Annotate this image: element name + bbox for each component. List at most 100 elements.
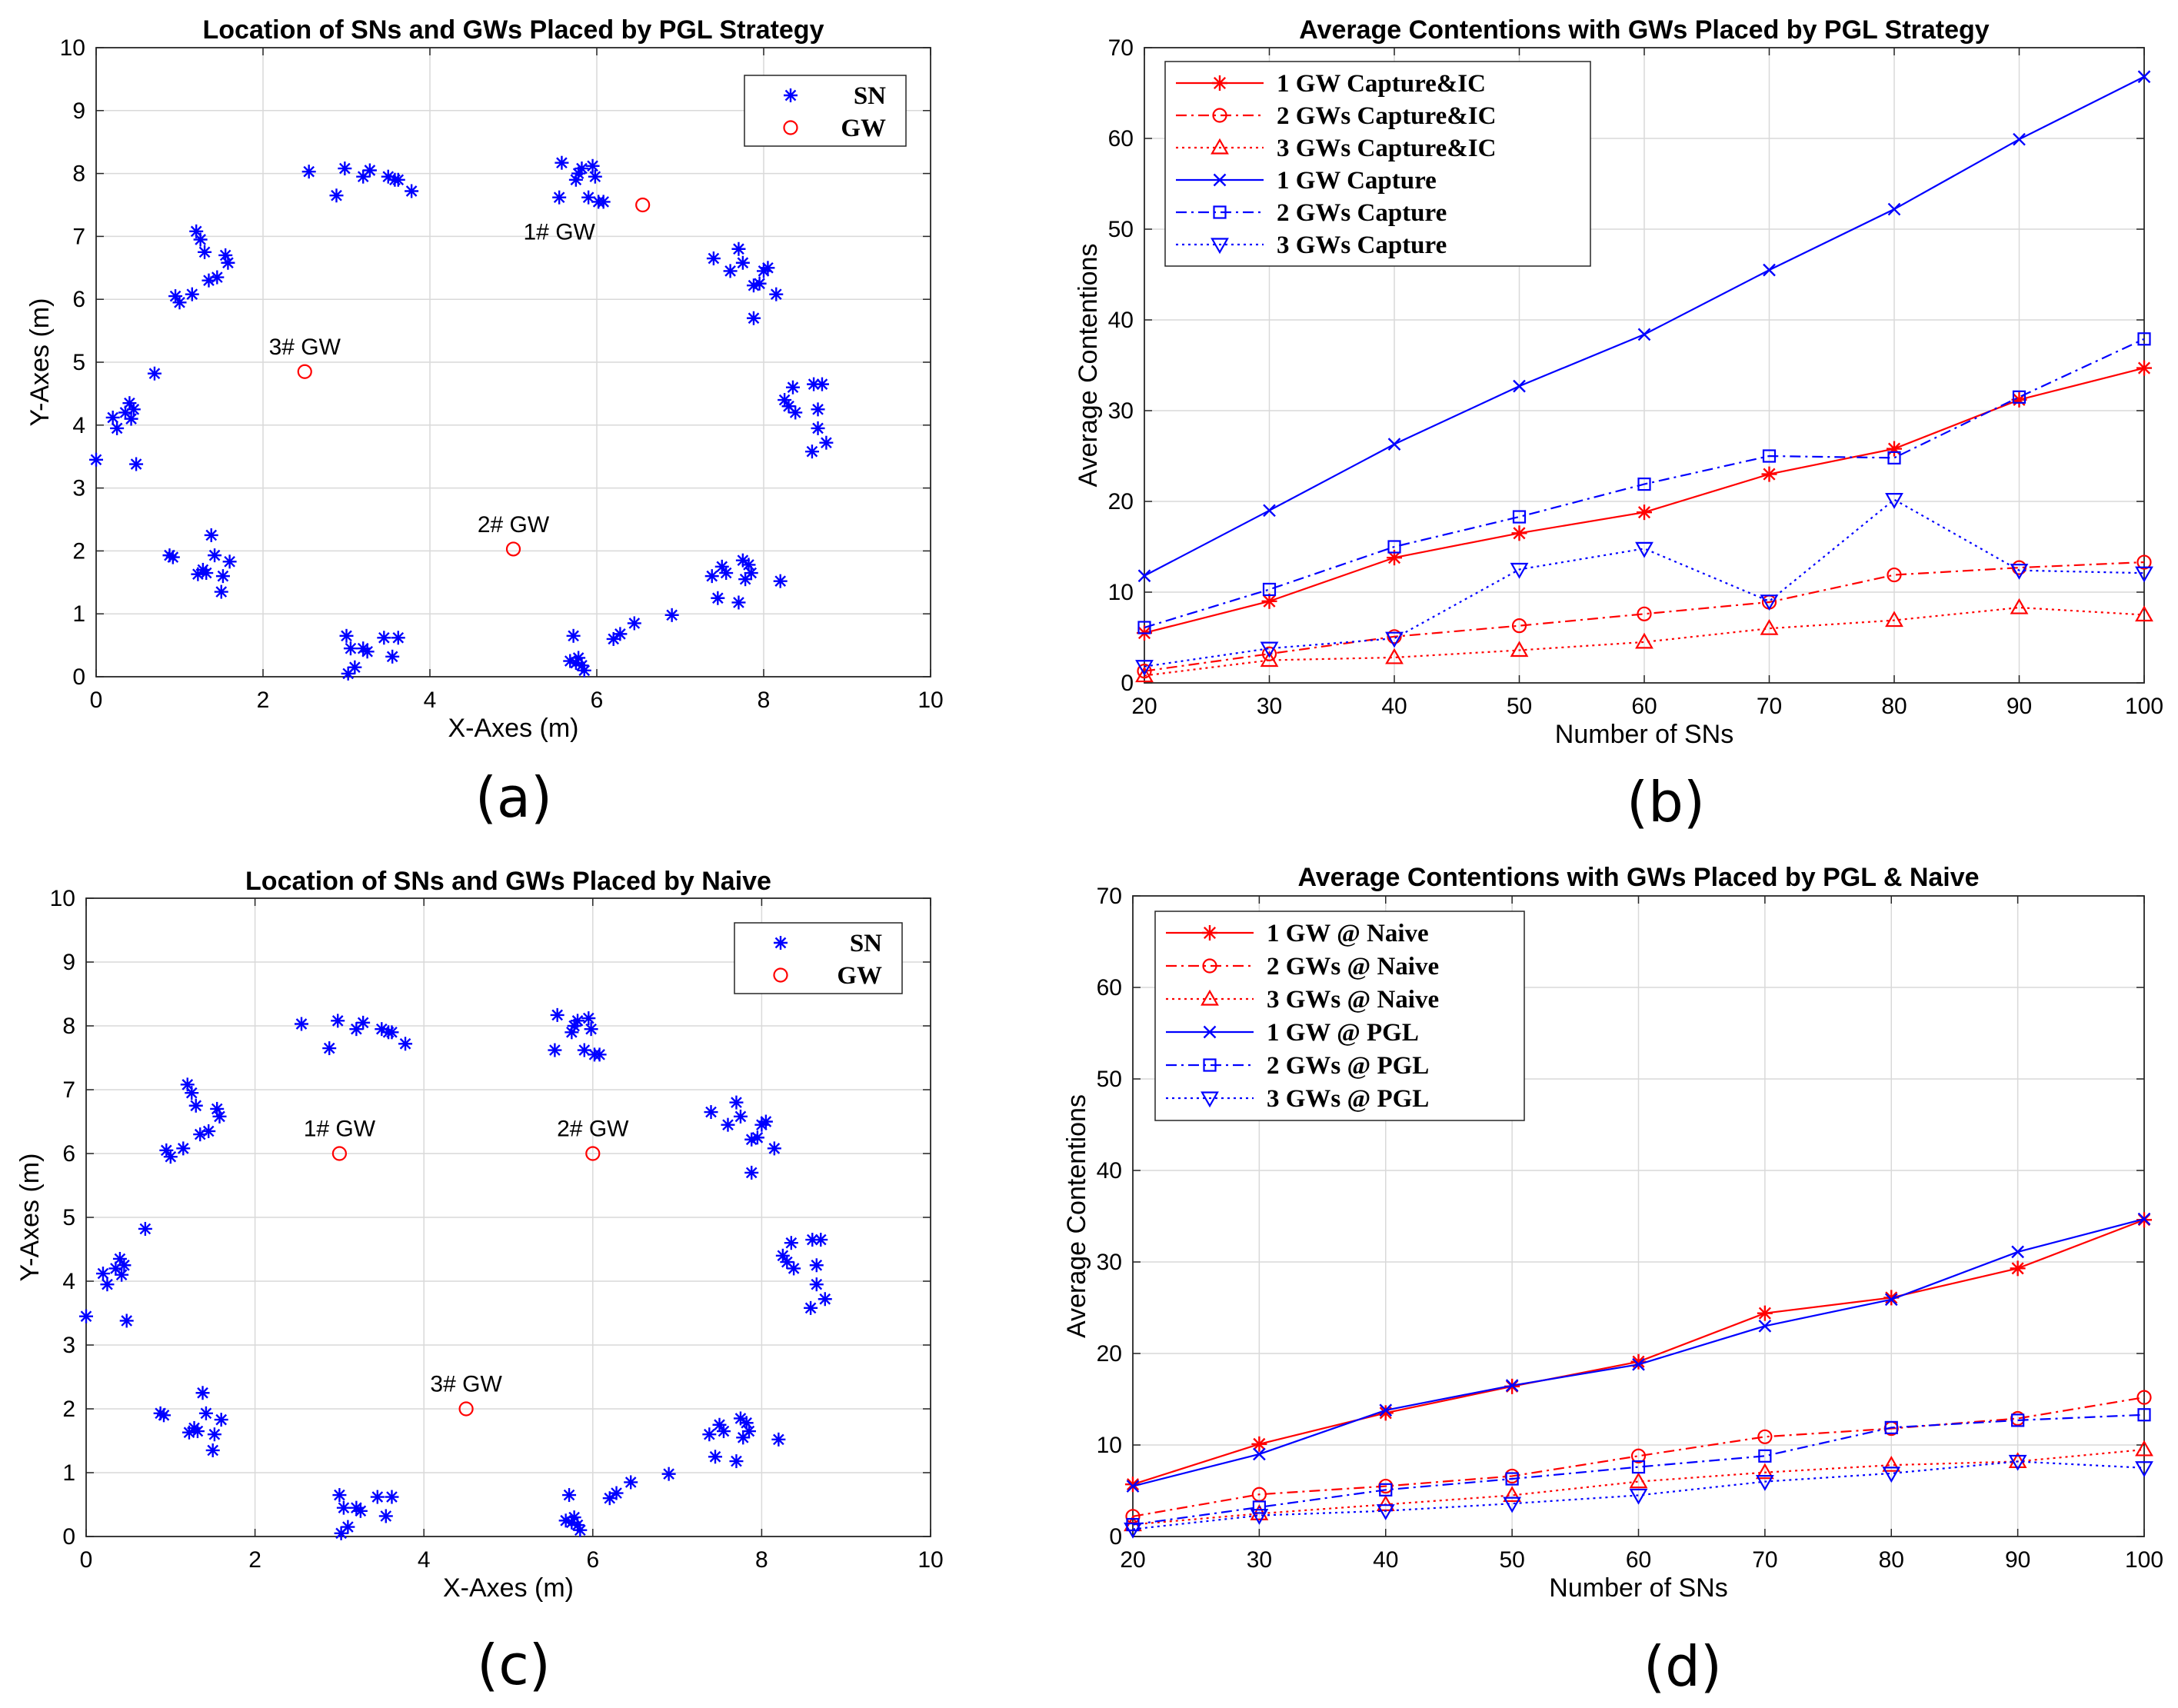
data-point <box>1630 1353 1647 1370</box>
series-sn <box>79 1007 832 1540</box>
x-tick-label: 20 <box>1131 694 1157 719</box>
sn-point <box>343 641 358 656</box>
x-tick-label: 90 <box>2006 694 2032 719</box>
sn-point <box>124 411 138 426</box>
series-sn <box>89 155 834 681</box>
gw-annotation: 1# GW <box>523 219 595 245</box>
data-point <box>1758 1319 1772 1333</box>
data-point <box>2013 132 2026 146</box>
data-point <box>2008 1454 2027 1471</box>
sn-point <box>95 1267 110 1281</box>
series-4 <box>1137 70 2151 583</box>
sn-point <box>785 380 800 395</box>
series-2 <box>1137 554 2152 679</box>
data-point <box>1387 629 1402 644</box>
sn-point <box>585 158 600 173</box>
data-point <box>1503 1486 1522 1503</box>
grid-lines <box>96 48 931 677</box>
gw-annotation: 3# GW <box>430 1372 502 1397</box>
y-tick-label: 3 <box>72 476 85 501</box>
x-tick-label: 30 <box>1257 694 1282 719</box>
sn-point <box>731 241 746 256</box>
y-tick-label: 2 <box>72 538 85 564</box>
y-tick-label: 70 <box>1108 35 1134 61</box>
data-point <box>1126 1480 1140 1493</box>
y-tick-label: 40 <box>1108 308 1134 333</box>
sn-point <box>147 366 162 381</box>
data-point <box>1887 567 1902 583</box>
chart-title: Location of SNs and GWs Placed by Naive <box>245 867 771 896</box>
sn-point <box>809 1258 824 1273</box>
sn-point <box>731 595 746 610</box>
sn-point <box>573 1523 588 1537</box>
sn-point <box>205 1443 220 1457</box>
legend-label: 3 GWs Capture <box>1277 231 1447 259</box>
legend-label: GW <box>841 115 886 142</box>
data-point <box>2135 1461 2153 1477</box>
sn-point <box>207 1427 221 1442</box>
x-axis-label: Number of SNs <box>1549 1573 1727 1603</box>
data-point <box>1387 438 1401 451</box>
legend-label: 3 GWs @ PGL <box>1267 1085 1429 1113</box>
sn-point <box>356 1015 371 1030</box>
sn-point <box>818 1292 832 1307</box>
series-6 <box>1124 1454 2153 1539</box>
data-point <box>1885 493 1903 509</box>
sn-point <box>208 548 222 563</box>
sn-point <box>729 1095 744 1110</box>
sn-point <box>339 628 354 643</box>
data-point <box>2137 332 2151 346</box>
legend-label: 3 GWs @ Naive <box>1267 986 1439 1014</box>
data-point <box>1629 1472 1648 1489</box>
y-tick-label: 10 <box>60 35 85 61</box>
sn-point <box>744 1132 759 1147</box>
x-tick-label: 6 <box>591 688 604 713</box>
data-point <box>1635 632 1653 649</box>
y-tick-label: 20 <box>1097 1341 1122 1367</box>
y-tick-label: 5 <box>72 350 85 375</box>
data-point <box>1763 263 1776 277</box>
legend-label: 2 GWs @ Naive <box>1267 953 1439 981</box>
sn-point <box>332 1488 347 1503</box>
x-tick-label: 60 <box>1631 694 1657 719</box>
sn-point <box>378 1509 393 1523</box>
data-point <box>1260 651 1279 668</box>
sn-point <box>129 457 144 471</box>
y-axis-label: Average Contentions <box>1074 244 1103 488</box>
grid-lines <box>86 898 931 1537</box>
sn-point <box>185 287 199 301</box>
sn-point <box>212 1109 227 1124</box>
sn-point <box>702 1427 717 1442</box>
y-tick-label: 30 <box>1108 398 1134 424</box>
y-tick-label: 60 <box>1108 126 1134 151</box>
sn-point <box>736 1430 751 1445</box>
sn-point <box>348 660 362 674</box>
data-point <box>1511 525 1527 541</box>
x-tick-label: 30 <box>1247 1547 1272 1573</box>
legend: SN GW <box>744 75 907 147</box>
x-tick-label: 70 <box>1757 694 1782 719</box>
data-point <box>1513 379 1526 393</box>
data-point <box>2010 598 2029 614</box>
sn-point <box>769 287 784 301</box>
x-tick-label: 60 <box>1626 1547 1651 1573</box>
x-tick-label: 10 <box>917 688 943 713</box>
data-point <box>1632 1357 1645 1371</box>
legend-marker <box>1212 75 1227 91</box>
sn-point <box>331 1014 345 1028</box>
y-tick-label: 4 <box>62 1269 75 1294</box>
sn-point <box>405 184 419 198</box>
data-point <box>2137 70 2151 84</box>
sn-point <box>119 1313 134 1328</box>
sn-point <box>581 1011 596 1026</box>
sn-point <box>338 161 352 176</box>
sn-point <box>574 161 589 176</box>
sn-point <box>198 245 212 259</box>
legend-label: 2 GWs @ PGL <box>1267 1052 1429 1080</box>
legend-box <box>1164 61 1591 267</box>
sn-point <box>746 311 761 325</box>
legend: 1 GW @ Naive 2 GWs @ Naive 3 GWs @ Naive 1 … <box>1154 911 1525 1121</box>
sn-point <box>814 1233 828 1247</box>
sn-point <box>126 402 141 417</box>
